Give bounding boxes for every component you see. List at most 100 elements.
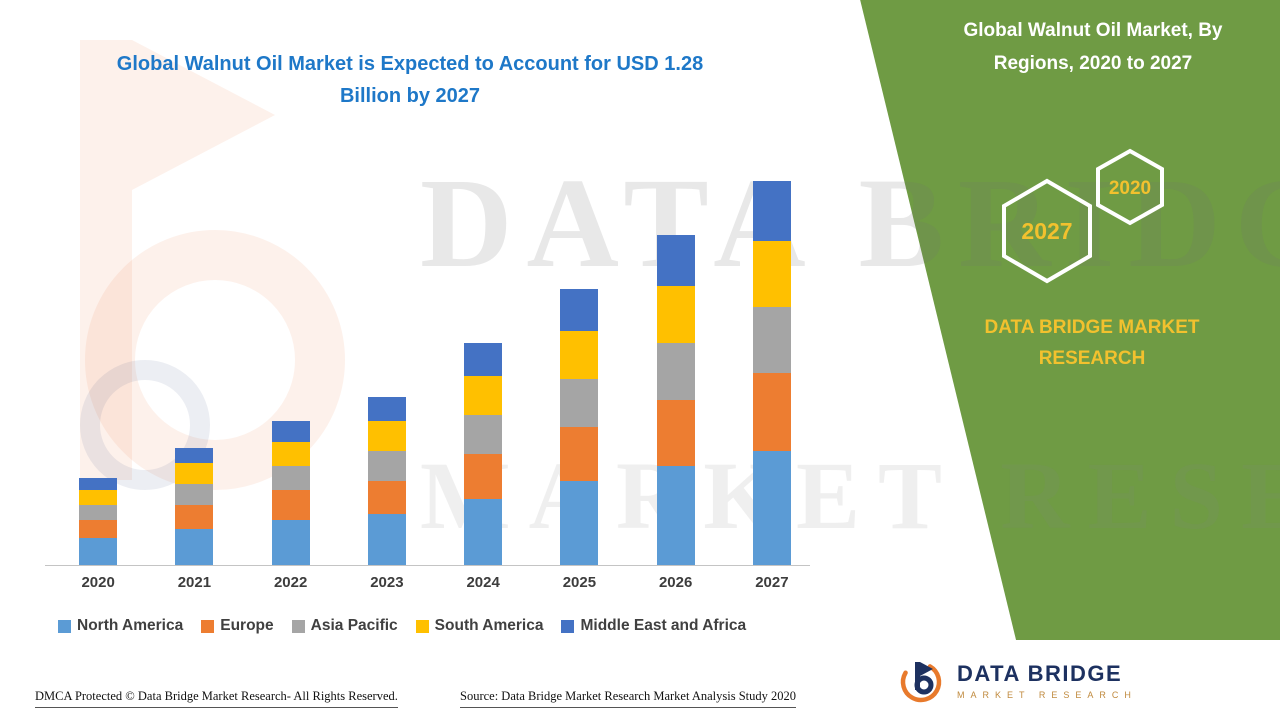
bar-segment-middle-east-and-africa xyxy=(752,181,791,241)
x-axis-line xyxy=(45,565,810,566)
bar-stack xyxy=(656,235,695,565)
legend-item-asia-pacific: Asia Pacific xyxy=(291,617,398,635)
logo-text: DATA BRIDGE MARKET RESEARCH xyxy=(957,661,1137,700)
panel-title-line2: Regions, 2020 to 2027 xyxy=(993,53,1193,75)
x-axis-label: 2023 xyxy=(370,574,404,591)
bar-segment-asia-pacific xyxy=(175,484,214,505)
bar-segment-europe xyxy=(271,490,310,520)
bar-segment-south-america xyxy=(656,286,695,343)
bar-stack xyxy=(271,421,310,565)
bar-column-2026: 2026 xyxy=(628,113,724,593)
source-note: Source: Data Bridge Market Research Mark… xyxy=(460,689,797,708)
legend-swatch xyxy=(291,619,305,633)
bar-segment-north-america xyxy=(367,514,406,565)
bar-column-2022: 2022 xyxy=(243,113,339,593)
bar-segment-south-america xyxy=(560,331,599,379)
bar-segment-south-america xyxy=(464,376,503,415)
bar-segment-asia-pacific xyxy=(271,466,310,490)
hexagon-2027-label: 2027 xyxy=(1021,218,1072,244)
bar-segment-asia-pacific xyxy=(560,379,599,427)
bar-segment-middle-east-and-africa xyxy=(560,289,599,331)
bar-segment-middle-east-and-africa xyxy=(656,235,695,286)
bar-segment-north-america xyxy=(175,529,214,565)
x-axis-label: 2027 xyxy=(755,574,789,591)
hexagon-2020-label: 2020 xyxy=(1109,178,1151,199)
bar-segment-asia-pacific xyxy=(656,343,695,400)
data-bridge-logo-icon xyxy=(900,661,942,703)
bar-segment-europe xyxy=(79,520,118,538)
bar-stack xyxy=(752,181,791,565)
brand-name-text: DATA BRIDGE MARKET RESEARCH xyxy=(932,312,1252,375)
legend-item-europe: Europe xyxy=(201,617,274,635)
legend-item-middle-east-and-africa: Middle East and Africa xyxy=(561,617,746,635)
bar-segment-asia-pacific xyxy=(752,307,791,373)
bar-column-2020: 2020 xyxy=(50,113,146,593)
stacked-bar-chart: 2020 2021 2022 2023 2024 2025 2026 2027 xyxy=(50,113,820,593)
bar-segment-middle-east-and-africa xyxy=(271,421,310,442)
x-axis-label: 2024 xyxy=(466,574,500,591)
bar-segment-europe xyxy=(367,481,406,514)
bar-segment-south-america xyxy=(175,463,214,484)
bar-segment-south-america xyxy=(271,442,310,466)
x-axis-label: 2020 xyxy=(81,574,115,591)
bar-segment-asia-pacific xyxy=(79,505,118,520)
legend-swatch xyxy=(58,619,71,633)
legend-label: South America xyxy=(434,617,544,634)
legend-label: Middle East and Africa xyxy=(580,617,747,634)
bar-segment-middle-east-and-africa xyxy=(464,343,503,376)
legend-label: Europe xyxy=(220,617,274,634)
bar-segment-europe xyxy=(175,505,214,529)
x-axis-label: 2026 xyxy=(658,574,693,591)
bar-stack xyxy=(175,448,214,565)
bar-segment-asia-pacific xyxy=(367,451,406,481)
bar-segment-europe xyxy=(560,427,599,481)
bar-segment-middle-east-and-africa xyxy=(79,478,118,490)
hexagon-2020-shape xyxy=(1096,148,1164,226)
bar-stack xyxy=(367,397,406,565)
bar-column-2024: 2024 xyxy=(435,113,531,593)
bar-column-2021: 2021 xyxy=(146,113,242,593)
chart-title-line1: Global Walnut Oil Market is Expected to … xyxy=(116,53,704,75)
bar-segment-north-america xyxy=(560,481,599,565)
year-hexagons: 2027 2020 xyxy=(1002,148,1164,284)
chart-title-line2: Billion by 2027 xyxy=(339,85,481,107)
legend-swatch xyxy=(415,619,429,633)
legend-swatch xyxy=(201,619,215,633)
bar-segment-south-america xyxy=(367,421,406,451)
bar-column-2027: 2027 xyxy=(724,113,820,593)
bar-segment-south-america xyxy=(79,490,118,505)
brand-line1: DATA BRIDGE MARKET xyxy=(984,317,1200,338)
brand-line2: RESEARCH xyxy=(1038,348,1146,370)
bar-column-2025: 2025 xyxy=(531,113,627,593)
dmca-notice: DMCA Protected © Data Bridge Market Rese… xyxy=(35,689,398,708)
legend-item-south-america: South America xyxy=(415,617,544,635)
bar-column-2023: 2023 xyxy=(339,113,435,593)
bar-stack xyxy=(560,289,599,565)
legend-label: North America xyxy=(77,617,184,634)
bar-stack xyxy=(464,343,503,565)
legend-swatch xyxy=(561,619,575,633)
bar-stack xyxy=(79,478,118,565)
x-axis-label: 2021 xyxy=(177,574,212,591)
chart-title: Global Walnut Oil Market is Expected to … xyxy=(55,48,765,112)
legend-item-north-america: North America xyxy=(58,617,183,635)
bar-segment-south-america xyxy=(752,241,791,307)
bar-segment-north-america xyxy=(656,466,695,565)
bar-segment-europe xyxy=(464,454,503,499)
bar-segment-europe xyxy=(752,373,791,451)
bar-segment-north-america xyxy=(79,538,118,565)
bar-segment-asia-pacific xyxy=(464,415,503,454)
x-axis-label: 2025 xyxy=(562,574,597,591)
x-axis-label: 2022 xyxy=(273,574,308,591)
panel-title: Global Walnut Oil Market, By Regions, 20… xyxy=(928,14,1258,81)
bar-segment-north-america xyxy=(271,520,310,565)
panel-title-line1: Global Walnut Oil Market, By xyxy=(963,20,1223,41)
bar-segment-europe xyxy=(656,400,695,466)
logo-box: DATA BRIDGE MARKET RESEARCH xyxy=(875,640,1280,720)
bar-segment-middle-east-and-africa xyxy=(175,448,214,463)
bar-segment-north-america xyxy=(752,451,791,565)
chart-legend: North America Europe Asia Pacific South Ame… xyxy=(58,617,828,635)
bar-segment-middle-east-and-africa xyxy=(367,397,406,421)
logo-name: DATA BRIDGE xyxy=(957,660,1123,686)
